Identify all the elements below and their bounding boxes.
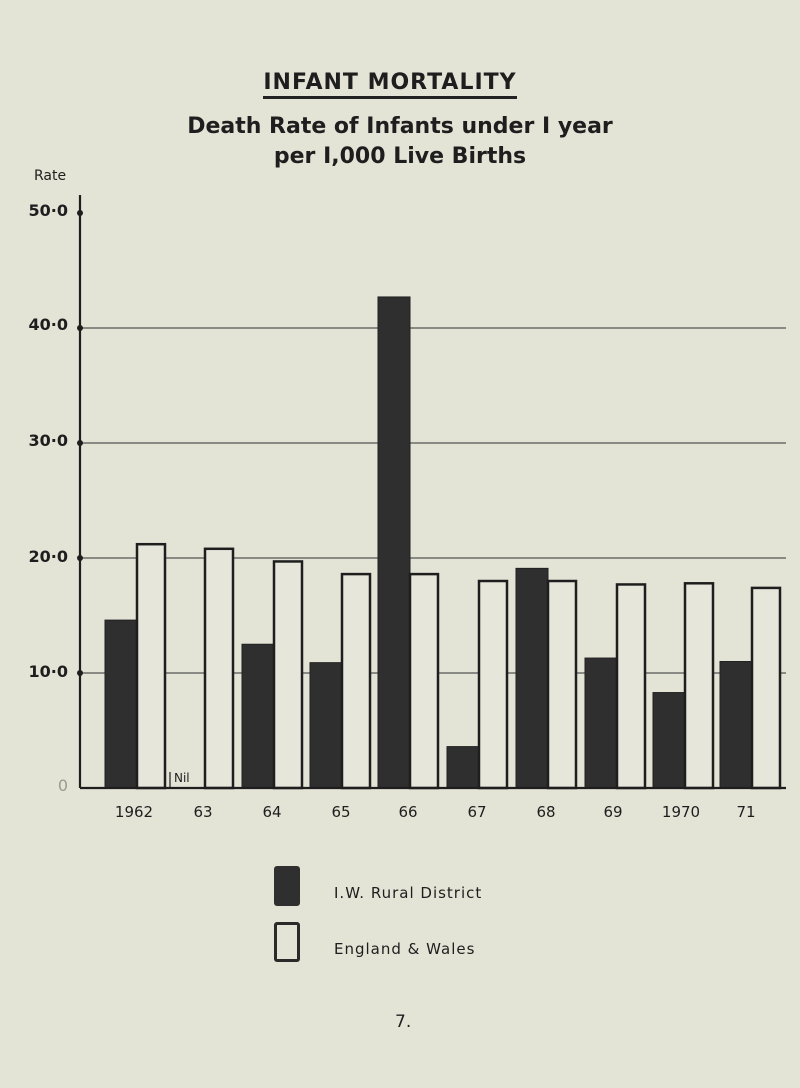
y-tick-50: 50·0 (28, 201, 68, 220)
bar-ew-1962 (135, 542, 167, 790)
y-axis-label: Rate (34, 168, 67, 184)
bar-iow-1967 (446, 746, 480, 789)
bar-ew-1967 (477, 579, 509, 790)
bar-chart (77, 195, 786, 790)
bar-iow-1964 (241, 643, 275, 789)
legend-label-ew: England & Wales (334, 940, 476, 958)
x-tick-68: 68 (536, 803, 556, 821)
x-tick-63: 63 (193, 803, 213, 821)
y-tick-20: 20·0 (28, 547, 68, 566)
y-tick-0: 0 (57, 776, 68, 795)
y-tick-40: 40·0 (28, 315, 68, 334)
bar-iow-1968 (515, 567, 549, 789)
chart-title: INFANT MORTALITY (0, 70, 800, 99)
chart-subtitle: Death Rate of Infants under I year per I… (0, 112, 800, 172)
x-tick-1970: 1970 (661, 803, 701, 821)
bar-ew-1966 (408, 572, 440, 790)
bar-iow-1969 (584, 657, 618, 789)
x-tick-66: 66 (398, 803, 418, 821)
bar-iow-1966 (377, 296, 411, 789)
bar-iow-1970 (652, 692, 686, 789)
y-tick-10: 10·0 (28, 662, 68, 681)
subtitle-line-2: per I,000 Live Births (273, 144, 527, 169)
bar-iow-1965 (309, 662, 343, 789)
legend-swatch-iow (274, 866, 300, 906)
x-tick-1962: 1962 (114, 803, 154, 821)
x-tick-65: 65 (331, 803, 351, 821)
legend-label-iow: I.W. Rural District (334, 884, 483, 902)
chart-title-text: INFANT MORTALITY (263, 70, 517, 99)
x-tick-69: 69 (603, 803, 623, 821)
x-tick-71: 71 (736, 803, 756, 821)
bar-ew-1969 (615, 583, 647, 790)
bar-iow-1962 (104, 619, 138, 789)
y-tick-30: 30·0 (28, 431, 68, 450)
legend-swatch-ew (274, 922, 300, 962)
bar-ew-1964 (272, 560, 304, 790)
bar-ew-1968 (546, 579, 578, 790)
bar-iow-1971 (719, 661, 753, 789)
bar-ew-1963 (203, 547, 235, 790)
nil-annotation: Nil (174, 771, 190, 785)
bar-ew-1965 (340, 572, 372, 790)
subtitle-line-1: Death Rate of Infants under I year (187, 114, 613, 139)
bar-ew-1970 (683, 582, 715, 790)
x-tick-64: 64 (262, 803, 282, 821)
bar-ew-1971 (750, 586, 782, 790)
page-number: 7. (395, 1012, 412, 1032)
x-tick-67: 67 (467, 803, 487, 821)
